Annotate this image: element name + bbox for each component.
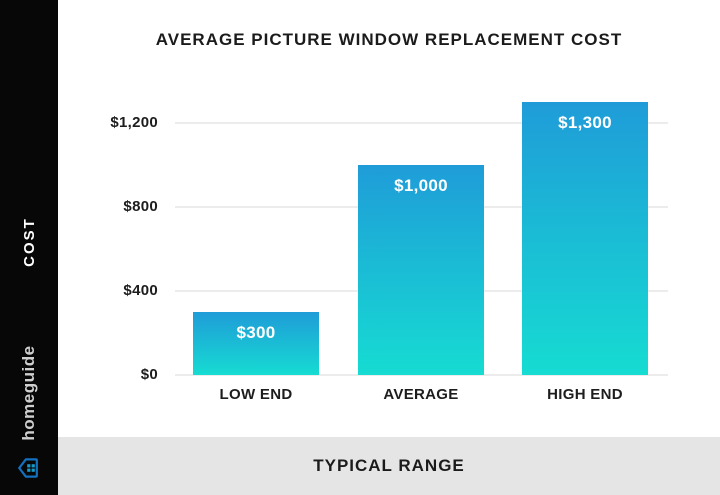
- chart-title: AVERAGE PICTURE WINDOW REPLACEMENT COST: [155, 30, 623, 49]
- gridline: [175, 122, 668, 124]
- x-label-low-end: LOW END: [219, 386, 293, 403]
- bar-average: $1,000: [358, 165, 484, 375]
- bar-value-label: $300: [236, 323, 276, 342]
- bar-value-label: $1,000: [394, 176, 448, 195]
- x-label-average: AVERAGE: [383, 386, 459, 403]
- y-tick-label: $800: [123, 198, 158, 215]
- brand-name: homeguide: [19, 345, 38, 441]
- y-tick-label: $400: [123, 282, 158, 299]
- y-axis-title: COST: [20, 217, 38, 267]
- y-tick-label: $1,200: [110, 114, 158, 131]
- homeguide-house-icon: [18, 458, 38, 478]
- x-axis-title-strip: TYPICAL RANGE: [58, 437, 720, 495]
- x-label-high-end: HIGH END: [547, 386, 623, 403]
- bar-low-end: $300: [193, 312, 319, 375]
- bar-value-label: $1,300: [558, 113, 612, 132]
- y-tick-label: $0: [140, 366, 158, 383]
- brand-sidebar: COST homeguide: [0, 0, 58, 495]
- gridline: [175, 374, 668, 376]
- bar-high-end: $1,300: [522, 102, 648, 375]
